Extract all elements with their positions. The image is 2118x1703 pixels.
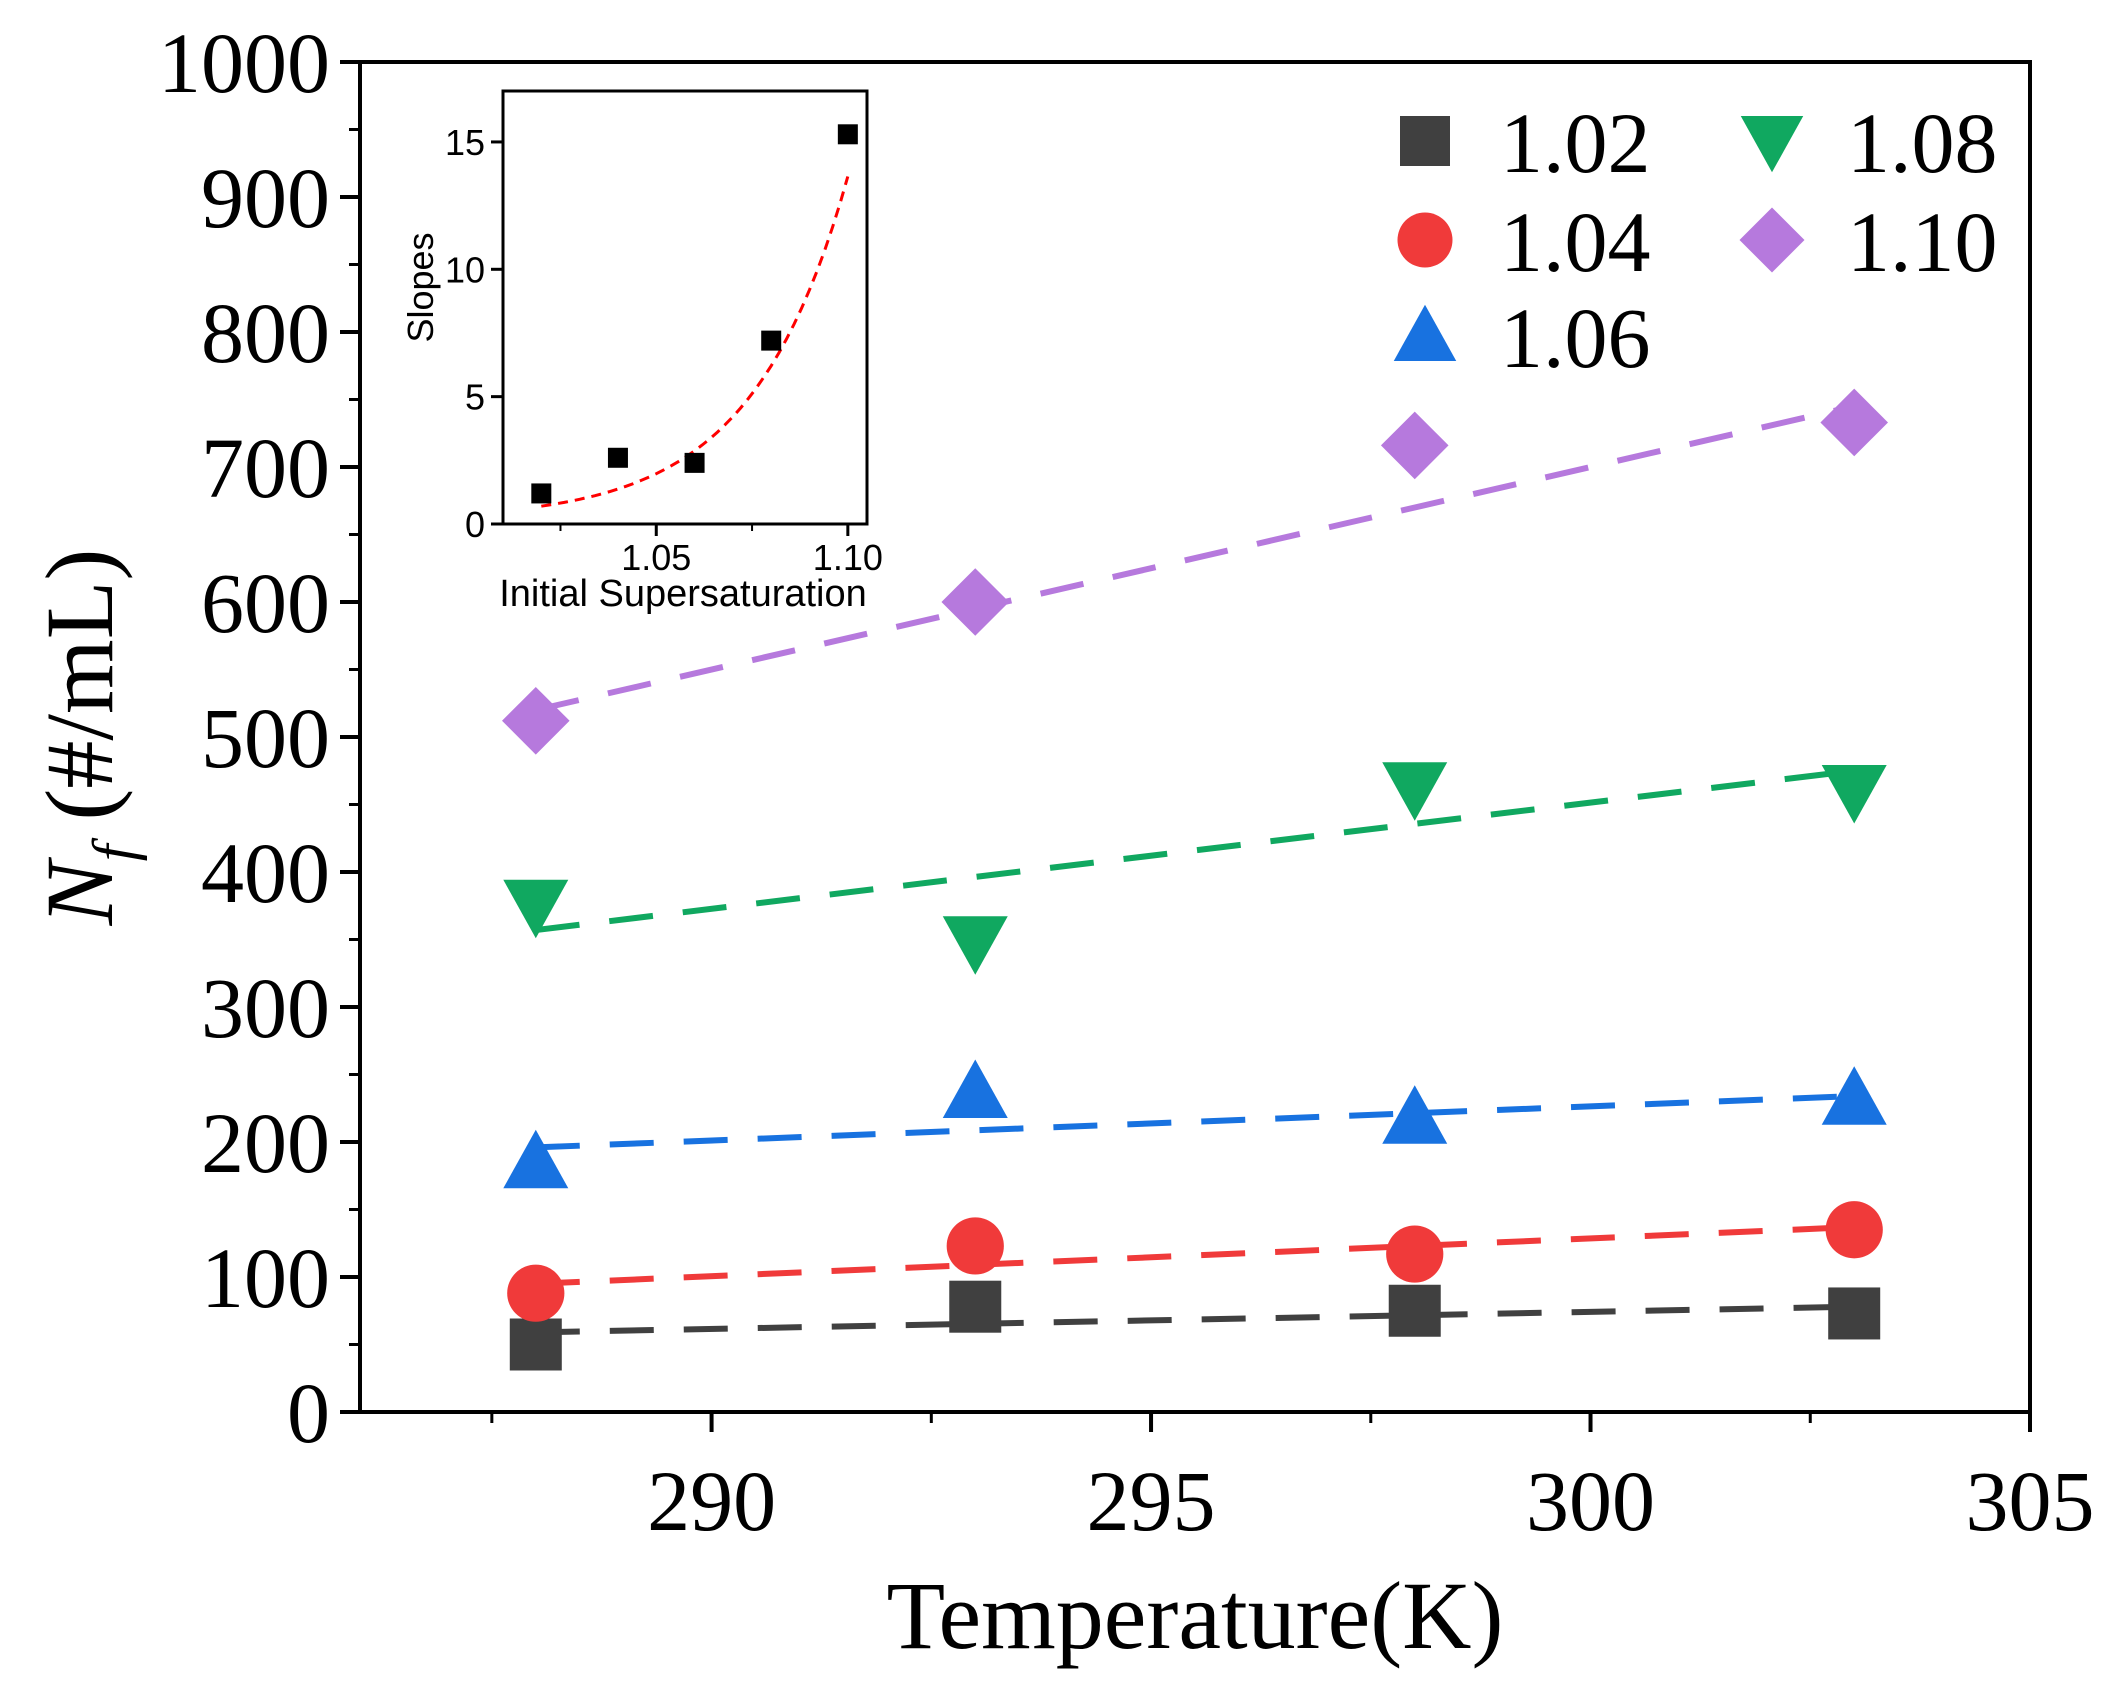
point-1.04-293 — [946, 1217, 1004, 1275]
point-1.08-288 — [503, 879, 569, 939]
fit-line-1.10 — [535, 403, 1855, 713]
point-1.06-288 — [503, 1129, 569, 1189]
point-1.10-293 — [941, 568, 1010, 636]
inset-y-tick-label: 10 — [445, 249, 485, 290]
inset-point-1.04 — [607, 447, 628, 468]
inset-y-axis-label: Slopes — [400, 232, 441, 342]
inset-point-1.1 — [837, 124, 858, 145]
legend-marker-1.02 — [1400, 116, 1450, 166]
y-tick-label: 900 — [201, 150, 330, 246]
legend-label-1.08: 1.08 — [1847, 95, 1998, 191]
point-1.02-293 — [949, 1280, 1002, 1333]
legend-marker-1.06 — [1393, 304, 1457, 361]
legend-marker-1.08 — [1740, 116, 1804, 173]
point-1.06-293 — [942, 1059, 1008, 1119]
inset-x-tick-label: 1.05 — [621, 537, 691, 578]
y-tick-label: 1000 — [158, 15, 330, 111]
x-tick-label: 290 — [647, 1453, 776, 1549]
point-1.04-298 — [1386, 1225, 1444, 1283]
point-1.02-303 — [1828, 1287, 1881, 1340]
fit-line-1.06 — [535, 1093, 1855, 1151]
y-axis-label-rest: (#/mL) — [26, 549, 133, 845]
inset-point-1.06 — [684, 452, 705, 473]
fit-line-1.02 — [535, 1303, 1855, 1336]
y-tick-label: 0 — [287, 1365, 330, 1461]
point-1.08-303 — [1821, 765, 1887, 824]
inset-x-axis-label: Initial Supersaturation — [499, 573, 867, 615]
legend-label-1.06: 1.06 — [1500, 290, 1651, 386]
point-1.02-288 — [509, 1318, 562, 1371]
point-1.02-298 — [1388, 1284, 1441, 1337]
point-1.06-298 — [1382, 1085, 1448, 1144]
x-tick-label: 300 — [1526, 1453, 1655, 1549]
inset-point-1.02 — [531, 483, 552, 504]
point-1.08-298 — [1382, 762, 1448, 821]
y-tick-label: 400 — [201, 825, 330, 921]
y-tick-label: 600 — [201, 555, 330, 651]
legend-label-1.02: 1.02 — [1500, 95, 1651, 191]
y-tick-label: 700 — [201, 420, 330, 516]
point-1.06-303 — [1821, 1066, 1887, 1125]
x-tick-label: 295 — [1087, 1453, 1216, 1549]
legend-label-1.04: 1.04 — [1500, 194, 1651, 290]
x-axis-label: Temperature(K) — [887, 1562, 1504, 1669]
y-tick-label: 100 — [201, 1230, 330, 1326]
point-1.10-303 — [1820, 388, 1889, 457]
fit-line-1.04 — [535, 1224, 1855, 1287]
inset-y-tick-label: 15 — [445, 122, 485, 163]
point-1.04-303 — [1825, 1201, 1883, 1259]
point-1.04-288 — [507, 1264, 565, 1322]
y-tick-label: 800 — [201, 285, 330, 381]
legend-marker-1.10 — [1739, 207, 1805, 273]
legend-label-1.10: 1.10 — [1847, 194, 1998, 290]
y-axis-label: Nf (#/mL) — [26, 549, 147, 927]
inset-point-1.08 — [761, 330, 782, 351]
y-axis-label-main: N — [26, 856, 133, 926]
inset-frame — [501, 89, 869, 526]
x-tick-label: 305 — [1966, 1453, 2095, 1549]
inset-fit-curve — [541, 176, 850, 508]
inset-x-tick-label: 1.10 — [813, 537, 883, 578]
inset-y-tick-label: 5 — [465, 377, 485, 418]
fit-line-1.08 — [535, 767, 1855, 934]
point-1.10-288 — [501, 687, 570, 755]
point-1.08-293 — [942, 916, 1008, 975]
legend: 1.021.041.06 1.081.10 — [1393, 95, 1998, 386]
y-tick-label: 200 — [201, 1095, 330, 1191]
inset-y-tick-label: 0 — [465, 504, 485, 545]
point-1.10-298 — [1380, 411, 1449, 480]
y-tick-label: 300 — [201, 960, 330, 1056]
legend-marker-1.04 — [1397, 212, 1453, 268]
y-tick-label: 500 — [201, 690, 330, 786]
